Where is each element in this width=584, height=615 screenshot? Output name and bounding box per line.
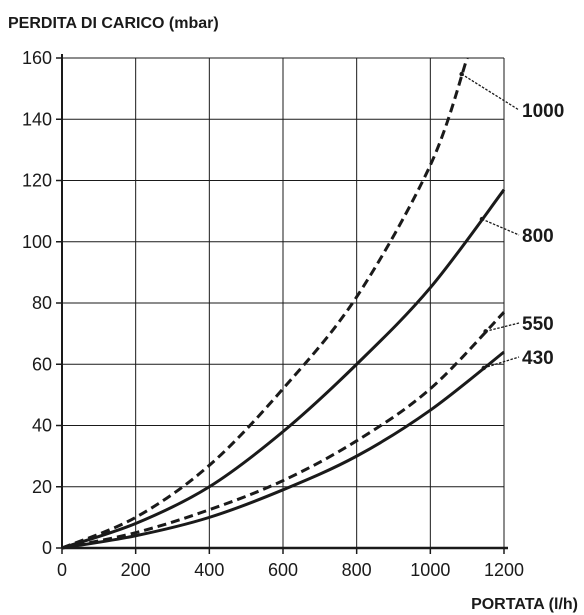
y-tick-label: 40 (32, 416, 52, 436)
series-leader-dot-800 (479, 216, 485, 222)
series-leader-dot-430 (481, 365, 486, 371)
x-axis-title: PORTATA (l/h) (471, 596, 578, 613)
y-tick-label: 160 (22, 48, 52, 68)
axes (56, 54, 508, 554)
series-leader-dot-550 (483, 329, 488, 334)
series-line-1000 (61, 57, 469, 550)
series-lines (61, 57, 506, 550)
y-tick-label: 120 (22, 171, 52, 191)
series-leader-800 (481, 218, 520, 236)
series-label-550: 550 (522, 314, 554, 335)
series-leader-550 (485, 322, 520, 332)
series-line-550 (61, 311, 506, 550)
x-tick-label: 800 (342, 560, 372, 580)
y-tick-label: 60 (32, 354, 52, 374)
tick-labels: 0 200 400 600 800 1000 1200 0 20 40 60 80 100 120 140 1… (22, 48, 524, 580)
series-label-1000: 1000 (522, 101, 564, 122)
x-tick-label: 400 (194, 560, 224, 580)
series-line-430 (61, 350, 505, 550)
x-tick-label: 0 (57, 560, 67, 580)
x-tick-label: 200 (121, 560, 151, 580)
grid (62, 57, 505, 548)
series-leader-1000 (461, 73, 520, 111)
series-label-430: 430 (522, 348, 554, 369)
y-tick-label: 100 (22, 232, 52, 252)
x-tick-label: 1000 (410, 560, 450, 580)
x-tick-label: 1200 (484, 560, 524, 580)
x-tick-label: 600 (268, 560, 298, 580)
y-tick-label: 140 (22, 109, 52, 129)
series-leader-430 (483, 356, 520, 369)
y-tick-label: 20 (32, 477, 52, 497)
y-axis-title: PERDITA DI CARICO (mbar) (8, 15, 219, 32)
y-tick-label: 80 (32, 293, 52, 313)
series-line-800 (61, 188, 506, 550)
series-labels: 1000 800 550 430 (459, 71, 564, 371)
series-label-800: 800 (522, 226, 554, 247)
series-leader-dot-1000 (459, 71, 464, 77)
y-tick-label: 0 (42, 538, 52, 558)
